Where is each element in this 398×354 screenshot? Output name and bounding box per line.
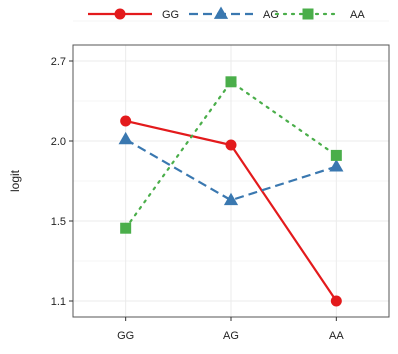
- data-point-aa: [225, 76, 237, 88]
- data-point-gg: [330, 295, 342, 307]
- series-aa: [120, 76, 342, 234]
- data-point-aa: [330, 149, 342, 161]
- data-point-ag: [118, 131, 133, 145]
- legend-item-gg: GG: [88, 8, 179, 21]
- legend-marker: [213, 6, 229, 19]
- x-tick-label: GG: [117, 330, 134, 342]
- y-tick-label: 1.1: [51, 296, 66, 308]
- data-point-gg: [225, 139, 237, 151]
- series-ag: [118, 131, 344, 206]
- legend: GG AG AA: [88, 6, 365, 21]
- y-tick-label: 2.7: [51, 56, 66, 68]
- legend-label: AA: [350, 9, 365, 21]
- legend-label: GG: [162, 9, 179, 21]
- x-tick-label: AG: [223, 330, 239, 342]
- series-line-aa: [124, 80, 338, 230]
- y-tick-label: 2.0: [51, 136, 66, 148]
- series-gg: [120, 115, 342, 307]
- legend-marker: [302, 8, 314, 20]
- data-point-gg: [120, 115, 132, 127]
- data-point-ag: [329, 159, 344, 172]
- legend-label: AG: [263, 9, 279, 21]
- y-tick-label: 1.5: [51, 216, 66, 228]
- y-axis: 1.11.52.02.718.0: [51, 56, 73, 308]
- x-tick-label: AA: [329, 330, 344, 342]
- legend-item-aa: AA: [274, 8, 365, 21]
- legend-marker: [114, 8, 126, 20]
- x-axis: GG AG AA: [117, 317, 344, 342]
- data-point-aa: [120, 222, 132, 234]
- data-point-ag: [223, 192, 239, 206]
- y-axis-title: logit: [8, 169, 22, 192]
- series-layer: [118, 76, 344, 307]
- legend-item-ag: AG: [189, 6, 279, 21]
